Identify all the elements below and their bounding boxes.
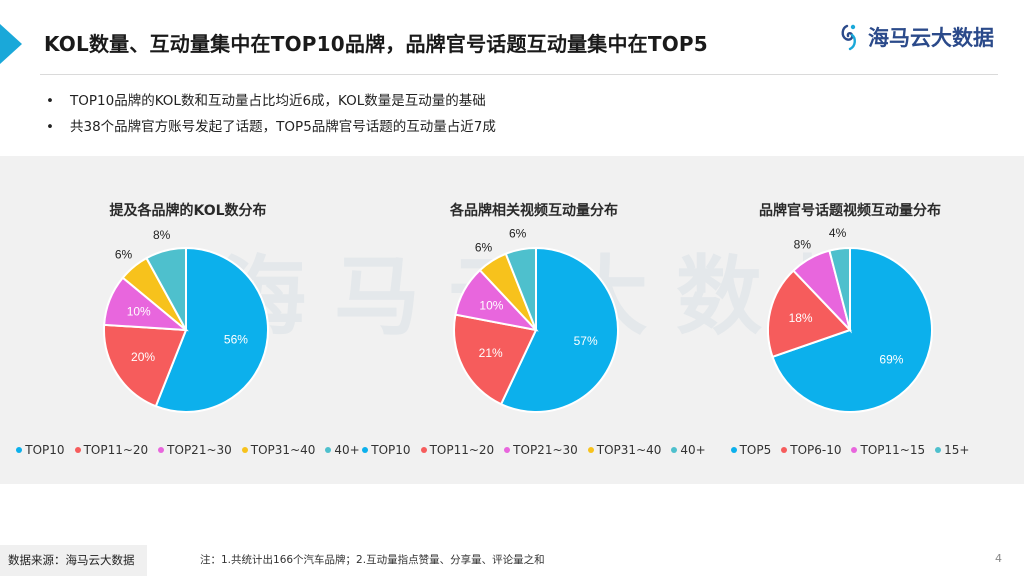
legend-swatch-icon xyxy=(74,447,81,453)
legend-swatch-icon xyxy=(325,447,332,453)
pie-slice-top11-20 xyxy=(103,323,188,408)
seahorse-logo-icon xyxy=(841,24,856,51)
legend-swatch-icon xyxy=(781,447,788,453)
pie-slice-40- xyxy=(504,246,537,331)
pie-chart-svg: 57% 21% 10% 6% 6% xyxy=(453,227,619,413)
pie-data-label: 6% xyxy=(509,227,527,241)
pie-slice-top11-20 xyxy=(453,313,538,406)
legend-label: TOP11~20 xyxy=(429,443,495,457)
bullet-item: • 共38个品牌官方账号发起了话题，TOP5品牌官号话题的互动量占近7成 xyxy=(44,114,496,140)
pie-chart-video-interactions: 各品牌相关视频互动量分布 57% 21% 10% 6% 6% TOP10 TOP11~20… xyxy=(362,156,706,484)
legend-label: 15+ xyxy=(944,443,970,457)
legend-label: TOP11~15 xyxy=(860,443,926,457)
pie-data-label: 8% xyxy=(153,228,171,242)
legend-swatch-icon xyxy=(504,447,511,453)
pie-data-label: 56% xyxy=(224,333,248,347)
legend-label: 40+ xyxy=(680,443,706,457)
legend-label: TOP31~40 xyxy=(250,443,316,457)
chart-title: 各品牌相关视频互动量分布 xyxy=(450,203,618,219)
pie-data-label: 10% xyxy=(479,299,503,313)
legend-swatch-icon xyxy=(16,447,23,453)
legend-item: TOP10 xyxy=(362,443,411,457)
legend-item: TOP11~20 xyxy=(74,443,149,457)
logo-text: 海马云大数据 xyxy=(868,26,994,50)
pie-data-label: 4% xyxy=(829,226,847,240)
pie-slice-40- xyxy=(145,246,187,331)
pie-chart-official-topics: 品牌官号话题视频互动量分布 69% 18% 8% 4% TOP5 TOP6-10 TOP1… xyxy=(680,156,1020,484)
legend-label: TOP5 xyxy=(739,443,772,457)
legend-label: TOP21~30 xyxy=(513,443,578,457)
footnote: 注：1.共统计出166个汽车品牌；2.互动量指点赞量、分享量、评论量之和 xyxy=(200,554,545,566)
data-source: 数据来源：海马云大数据 xyxy=(0,545,147,576)
legend-swatch-icon xyxy=(671,447,678,453)
legend-label: TOP31~40 xyxy=(596,443,662,457)
legend-item: TOP11~20 xyxy=(420,443,495,457)
legend-item: TOP11~15 xyxy=(851,443,925,457)
legend-swatch-icon xyxy=(730,447,737,453)
chart-legend: TOP10 TOP11~20 TOP21~30 TOP31~40 40+ xyxy=(362,443,706,457)
page-title: KOL数量、互动量集中在TOP10品牌，品牌官号话题互动量集中在TOP5 xyxy=(44,32,708,56)
pie-chart-svg: 56% 20% 10% 6% 8% xyxy=(103,228,269,413)
legend-item: TOP10 xyxy=(16,443,65,457)
legend-swatch-icon xyxy=(158,447,165,453)
legend-swatch-icon xyxy=(935,447,942,453)
pie-data-label: 69% xyxy=(879,352,903,366)
pie-slice-top6-10 xyxy=(767,269,852,359)
bullet-dot: • xyxy=(46,93,54,109)
chart-title: 提及各品牌的KOL数分布 xyxy=(109,203,267,219)
legend-swatch-icon xyxy=(587,447,594,453)
pie-data-label: 21% xyxy=(479,346,503,360)
legend-label: TOP10 xyxy=(371,443,411,457)
pie-data-label: 57% xyxy=(574,334,598,348)
brand-logo: 海马云大数据 xyxy=(838,22,994,52)
pie-slice-top5 xyxy=(771,246,933,413)
legend-swatch-icon xyxy=(362,447,369,453)
legend-item: 40+ xyxy=(671,443,706,457)
pie-data-label: 10% xyxy=(127,304,151,318)
legend-label: 40+ xyxy=(334,443,360,457)
summary-bullets: • TOP10品牌的KOL数和互动量占比均近6成，KOL数量是互动量的基础 • 共3… xyxy=(44,88,496,140)
pie-data-label: 20% xyxy=(131,350,155,364)
title-accent-icon xyxy=(0,24,28,64)
pie-data-label: 18% xyxy=(789,311,813,325)
legend-item: TOP31~40 xyxy=(241,443,316,457)
legend-label: TOP6-10 xyxy=(790,443,842,457)
legend-item: TOP5 xyxy=(730,443,772,457)
pie-chart-kol: 提及各品牌的KOL数分布 56% 20% 10% 6% 8% TOP10 TOP11~20… xyxy=(16,156,360,484)
pie-data-label: 6% xyxy=(115,247,133,261)
page-number: 4 xyxy=(995,552,1002,565)
legend-label: TOP21~30 xyxy=(167,443,232,457)
legend-item: TOP21~30 xyxy=(158,443,232,457)
pie-chart-svg: 69% 18% 8% 4% xyxy=(767,226,933,413)
bullet-item: • TOP10品牌的KOL数和互动量占比均近6成，KOL数量是互动量的基础 xyxy=(44,88,496,114)
legend-item: TOP21~30 xyxy=(504,443,578,457)
legend-label: TOP10 xyxy=(25,443,65,457)
legend-item: 40+ xyxy=(325,443,360,457)
header-divider xyxy=(40,74,998,75)
pie-data-label: 6% xyxy=(475,240,493,254)
bullet-dot: • xyxy=(46,119,54,135)
chart-legend: TOP10 TOP11~20 TOP21~30 TOP31~40 40+ xyxy=(16,443,360,457)
pie-slice-top10 xyxy=(499,246,619,413)
legend-label: TOP11~20 xyxy=(83,443,149,457)
chart-title: 品牌官号话题视频互动量分布 xyxy=(759,203,941,219)
pie-slice-15- xyxy=(828,246,851,331)
bullet-text: 共38个品牌官方账号发起了话题，TOP5品牌官号话题的互动量占近7成 xyxy=(70,119,496,135)
legend-swatch-icon xyxy=(420,447,427,453)
legend-swatch-icon xyxy=(851,447,858,453)
legend-item: 15+ xyxy=(935,443,969,457)
pie-slice-top10 xyxy=(154,246,269,413)
charts-panel: 海马云大数据 提及各品牌的KOL数分布 56%20%10%6%8% TOP10T… xyxy=(0,156,1024,484)
legend-item: TOP6-10 xyxy=(781,443,841,457)
legend-item: TOP31~40 xyxy=(587,443,662,457)
pie-data-label: 8% xyxy=(794,237,812,251)
slide-header: KOL数量、互动量集中在TOP10品牌，品牌官号话题互动量集中在TOP5 海马云… xyxy=(0,0,1024,75)
chart-legend: TOP5 TOP6-10 TOP11~15 15+ xyxy=(680,443,1020,457)
legend-swatch-icon xyxy=(241,447,248,453)
bullet-text: TOP10品牌的KOL数和互动量占比均近6成，KOL数量是互动量的基础 xyxy=(70,93,486,109)
